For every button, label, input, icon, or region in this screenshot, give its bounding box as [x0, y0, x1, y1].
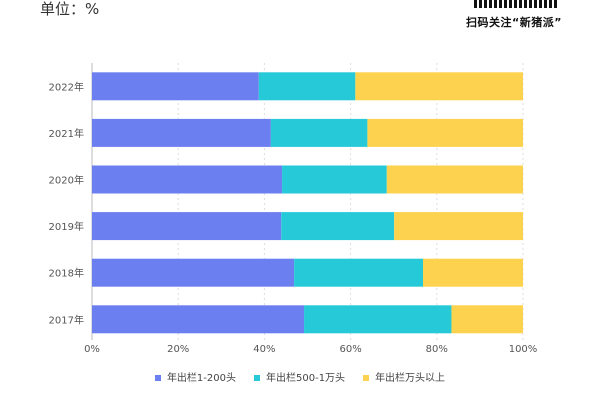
legend-label: 年出栏500-1万头 — [266, 373, 346, 384]
x-tick-label: 40% — [253, 344, 275, 355]
qr-code-logo — [474, 0, 558, 8]
x-tick-label: 80% — [426, 344, 448, 355]
y-tick-label: 2022年 — [49, 80, 84, 93]
bar-segment — [92, 212, 282, 241]
bar-segment — [92, 305, 305, 334]
bar-segment — [294, 258, 424, 287]
legend-item[interactable]: 年出栏万头以上 — [363, 369, 445, 384]
bar-segment — [92, 258, 295, 287]
y-tick-label: 2018年 — [49, 267, 84, 280]
bar-segment — [451, 305, 523, 334]
bar-segment — [281, 212, 395, 241]
bar-segment — [355, 72, 523, 101]
bar-segment — [386, 165, 523, 194]
bar-segment — [92, 72, 259, 101]
bar-segment — [367, 118, 523, 147]
y-tick-label: 2017年 — [49, 313, 84, 326]
y-tick-label: 2019年 — [49, 220, 84, 233]
x-tick-label: 60% — [339, 344, 361, 355]
bar-segment — [394, 212, 523, 241]
legend-swatch — [154, 375, 161, 381]
legend: 年出栏1-200头 年出栏500-1万头 年出栏万头以上 — [0, 369, 600, 384]
legend-label: 年出栏1-200头 — [166, 373, 236, 384]
legend-item[interactable]: 年出栏1-200头 — [154, 369, 236, 384]
bar-segment — [423, 258, 523, 287]
legend-item[interactable]: 年出栏500-1万头 — [254, 369, 345, 384]
follow-text: 扫码关注“新猪派” — [466, 16, 562, 29]
bar-segment — [92, 165, 283, 194]
bar-segment — [304, 305, 452, 334]
legend-swatch — [363, 375, 370, 381]
unit-label: 单位：% — [40, 0, 100, 18]
x-tick-label: 20% — [167, 344, 189, 355]
legend-swatch — [254, 375, 260, 381]
x-tick-label: 0% — [84, 344, 100, 355]
bar-segment — [270, 118, 368, 147]
y-tick-label: 2020年 — [49, 174, 84, 187]
legend-label: 年出栏万头以上 — [375, 373, 446, 384]
bar-segment — [92, 118, 271, 147]
x-tick-label: 100% — [509, 344, 538, 355]
bar-segment — [282, 165, 387, 194]
bar-segment — [258, 72, 356, 101]
y-tick-label: 2021年 — [49, 127, 84, 140]
